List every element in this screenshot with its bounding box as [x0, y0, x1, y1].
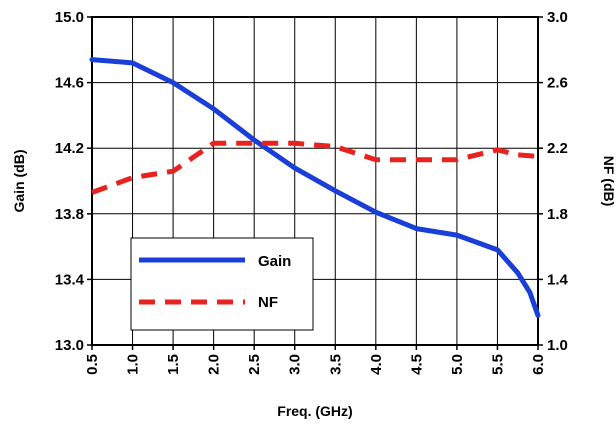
series-line-nf	[91, 140, 539, 195]
x-tick-label: 2.0	[206, 354, 223, 375]
x-tick-label: 2.5	[246, 354, 263, 375]
x-tick-label: 1.0	[125, 354, 142, 375]
y-tick-label: 13.0	[55, 337, 84, 354]
legend: Gain NF	[130, 237, 314, 331]
legend-box	[130, 237, 314, 331]
series-layer	[89, 57, 541, 318]
y2-tick-label: 1.8	[547, 206, 568, 223]
y2-tick-label: 1.0	[547, 337, 568, 354]
x-tick-label: 1.5	[165, 354, 182, 375]
y-tick-label: 14.2	[55, 140, 84, 157]
x-tick-label: 5.5	[489, 354, 506, 375]
x-tick-label: 5.0	[449, 354, 466, 375]
legend-label-gain: Gain	[258, 253, 291, 270]
x-tick-label: 0.5	[84, 354, 101, 375]
x-tick-label: 3.5	[327, 354, 344, 375]
y-tick-label: 13.4	[55, 271, 85, 288]
y2-tick-label: 3.0	[547, 9, 568, 26]
y-tick-label: 14.6	[55, 75, 84, 92]
series-line-gain	[89, 57, 541, 318]
x-tick-label: 4.0	[368, 354, 385, 375]
x-tick-label: 3.0	[287, 354, 304, 375]
y-axis-title: Gain (dB)	[11, 150, 27, 213]
y-tick-label: 15.0	[55, 9, 84, 26]
x-tick-label: 6.0	[530, 354, 547, 375]
plot-border	[91, 16, 539, 346]
ticks: 0.5 1.0 1.5 2.0 2.5 3.0 3.5 4.0 4.5 5.0 5.5 6.0 15.0…	[55, 9, 569, 375]
grid	[92, 17, 538, 345]
legend-label-nf: NF	[258, 294, 278, 311]
y2-tick-label: 2.2	[547, 140, 568, 157]
y-tick-label: 13.8	[55, 206, 84, 223]
y2-tick-label: 1.4	[547, 271, 569, 288]
x-axis-title: Freq. (GHz)	[277, 403, 352, 419]
y2-axis-title: NF (dB)	[601, 156, 616, 207]
y2-tick-label: 2.6	[547, 75, 568, 92]
x-tick-label: 4.5	[408, 354, 425, 375]
